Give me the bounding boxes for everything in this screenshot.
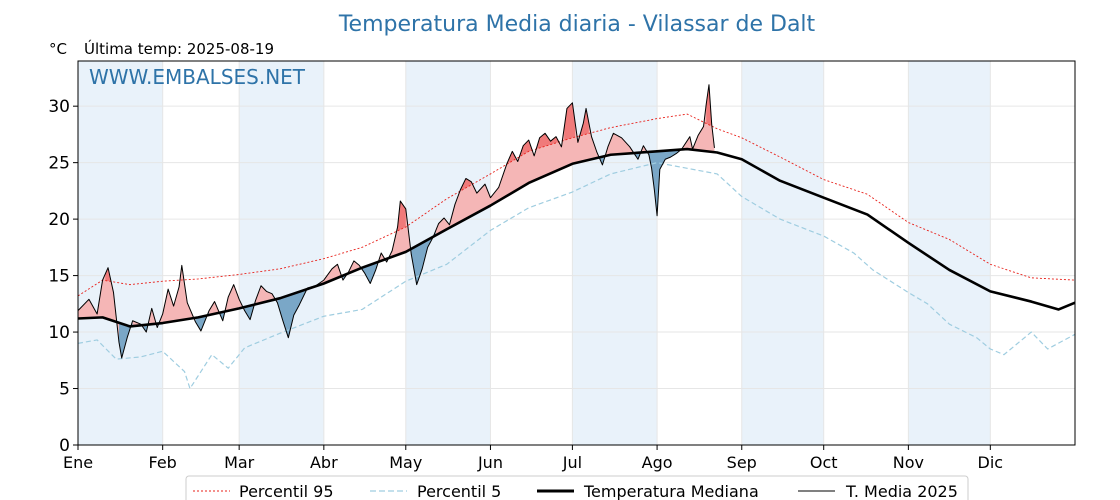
x-tick-label: Oct <box>810 453 838 472</box>
legend-p5-label: Percentil 5 <box>417 482 501 500</box>
series-line-t-media-2025 <box>77 84 715 359</box>
month-band <box>239 61 324 445</box>
y-tick-label: 10 <box>48 323 70 343</box>
above-p95-fill <box>520 140 532 157</box>
month-bands <box>78 61 991 445</box>
above-p95-fill <box>506 151 516 165</box>
legend-box <box>185 475 969 500</box>
above-median-fill <box>681 84 715 153</box>
legend-media2025-label: T. Media 2025 <box>845 482 958 500</box>
above-median-fill <box>307 264 343 289</box>
above-median-fill <box>225 284 245 312</box>
above-p95-fill <box>536 133 559 149</box>
y-tick-label: 20 <box>48 210 70 230</box>
legend: Percentil 95 Percentil 5 Temperatura Med… <box>185 475 969 500</box>
watermark: WWW.EMBALSES.NET <box>89 65 306 89</box>
below-median-fill <box>411 230 436 285</box>
y-tick-label: 30 <box>48 97 70 117</box>
above-median-fill <box>78 267 119 343</box>
below-median-fill <box>195 310 210 331</box>
y-tick-label: 0 <box>59 436 70 456</box>
month-band <box>78 61 163 445</box>
above-median-fill <box>605 133 636 157</box>
y-tick-label: 5 <box>59 380 70 400</box>
x-tick-label: Ene <box>63 453 93 472</box>
chart-title: Temperatura Media diaria - Vilassar de D… <box>338 12 816 37</box>
x-tick-label: Nov <box>893 453 924 472</box>
below-median-fill <box>648 149 682 216</box>
series-line-percentil-5 <box>77 162 1076 390</box>
above-median-fill <box>159 265 196 324</box>
above-median-fill <box>209 301 221 315</box>
x-tick-label: Ago <box>642 453 673 472</box>
above-median-fill <box>435 102 600 236</box>
above-p95-fill <box>580 108 589 136</box>
month-band <box>908 61 991 445</box>
x-tick-label: Jul <box>562 453 582 472</box>
series-line-temperatura-mediana <box>77 147 1076 328</box>
x-tick-label: Abr <box>310 453 338 472</box>
x-tick-label: Jun <box>477 453 503 472</box>
x-tick-label: Mar <box>224 453 255 472</box>
below-median-fill <box>143 320 150 333</box>
below-median-fill <box>635 152 641 160</box>
below-median-fill <box>277 288 308 338</box>
x-tick-label: May <box>389 453 422 472</box>
last-temp-label: Última temp: 2025-08-19 <box>84 39 274 58</box>
series-lines <box>77 84 1076 390</box>
x-tick-label: Sep <box>727 453 757 472</box>
x-tick-label: Feb <box>149 453 177 472</box>
y-unit-label: °C <box>49 40 67 58</box>
legend-p95-label: Percentil 95 <box>239 482 334 500</box>
month-band <box>741 61 824 445</box>
y-axis: 0 5 10 15 20 25 30 <box>48 97 78 456</box>
above-p95-fill <box>564 102 576 141</box>
legend-median-label: Temperatura Mediana <box>583 482 759 500</box>
y-tick-label: 25 <box>48 154 70 174</box>
above-median-fill <box>348 260 363 274</box>
y-tick-label: 15 <box>48 267 70 287</box>
plot-frame <box>77 60 1076 446</box>
above-p95-fill <box>460 178 472 192</box>
x-axis: Ene Feb Mar Abr May Jun Jul Ago Sep Oct Nov Dic <box>63 445 1003 472</box>
x-tick-label: Dic <box>978 453 1004 472</box>
